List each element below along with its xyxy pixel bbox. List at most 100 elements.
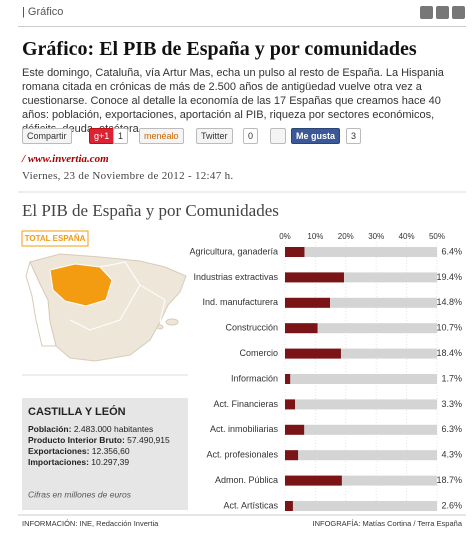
category-label: Industrias extractivas (193, 272, 278, 282)
value-label: 18.7% (436, 475, 462, 485)
region-box (22, 398, 188, 510)
x-tick-label: 20% (338, 232, 354, 241)
source-line: / www.invertia.com (22, 153, 109, 165)
article-title: Gráfico: El PIB de España y por comunida… (22, 38, 417, 60)
bar-track (285, 374, 437, 384)
value-label: 1.7% (441, 373, 462, 383)
print-icon[interactable] (452, 6, 465, 19)
value-label: 2.6% (441, 500, 462, 510)
value-label: 6.3% (441, 424, 462, 434)
value-label: 19.4% (436, 272, 462, 282)
value-label: 10.7% (436, 323, 462, 333)
x-tick-label: 10% (307, 232, 323, 241)
category-label: Act. Financieras (213, 399, 278, 409)
bar-track (285, 475, 437, 486)
map (22, 253, 188, 376)
category-label: Información (231, 373, 278, 383)
bar-track (285, 348, 437, 359)
map-region-selected (49, 263, 113, 307)
footer-credit: INFOGRAFÍA: Matías Cortina / Terra Españ… (313, 519, 463, 528)
section-header: | Gráfico (22, 6, 64, 18)
meneame-button[interactable]: menéalo (139, 128, 184, 144)
value-label: 6.4% (441, 246, 462, 256)
stat-label: Población: (28, 424, 72, 434)
value-label: 4.3% (441, 450, 462, 460)
like-label: Me gusta (296, 131, 336, 141)
font-size-icon[interactable] (420, 6, 433, 19)
map-islands (165, 318, 179, 326)
region-note: Cifras en millones de euros (28, 489, 132, 499)
bar-track (285, 399, 437, 410)
map-islands (156, 324, 164, 330)
stat-label: Exportaciones: (28, 446, 90, 456)
category-label: Act. Artísticas (223, 500, 278, 510)
bar-track (285, 450, 437, 461)
x-tick-label: 0% (279, 232, 291, 241)
total-button[interactable] (21, 230, 89, 247)
bar (285, 348, 341, 359)
comment-button[interactable] (270, 128, 286, 144)
category-label: Admon. Pública (215, 475, 278, 485)
gplus-label: g+1 (94, 131, 110, 141)
region-name: CASTILLA Y LEÓN (28, 405, 126, 418)
meneame-label: menéalo (144, 131, 179, 141)
bar-track (285, 501, 437, 511)
x-tick-label: 40% (399, 232, 415, 241)
font-size-icon[interactable] (436, 6, 449, 19)
share-label: Compartir (27, 131, 67, 141)
value-label: 14.8% (436, 297, 462, 307)
bar (285, 424, 305, 435)
stat-value: 12.356,60 (89, 446, 129, 456)
like-button[interactable]: Me gusta (291, 128, 341, 144)
bar-track (285, 323, 437, 334)
divider (18, 26, 466, 27)
article-date: Viernes, 23 de Noviembre de 2012 - 12:47… (22, 170, 234, 182)
bar (285, 475, 342, 486)
bar (285, 374, 291, 384)
article-body: Este domingo, Cataluña, vía Artur Mas, e… (22, 67, 444, 135)
value-label: 18.4% (436, 348, 462, 358)
region-stat: Importaciones: 10.297,39 (28, 457, 129, 467)
category-label: Agricultura, ganadería (189, 246, 278, 256)
category-label: Construcción (225, 323, 278, 333)
bar (285, 297, 330, 308)
section-label: Gráfico (27, 6, 64, 18)
bar (285, 247, 305, 257)
share-button[interactable]: Compartir (22, 128, 72, 144)
bar-track (285, 297, 437, 308)
bar-track (285, 272, 437, 283)
category-label: Act. inmobiliarias (210, 424, 279, 434)
bar (285, 450, 299, 461)
source-url: www.invertia.com (27, 153, 109, 165)
twitter-label: Twitter (201, 131, 228, 141)
stat-value: 57.490,915 (125, 435, 170, 445)
bar-track (285, 424, 437, 435)
region-stat: Exportaciones: 12.356,60 (28, 446, 130, 456)
category-label: Comercio (239, 348, 278, 358)
x-tick-label: 30% (368, 232, 384, 241)
bar (285, 501, 293, 511)
region-stat: Producto Interior Bruto: 57.490,915 (28, 435, 170, 445)
gplus-count: 1 (113, 128, 129, 144)
x-tick-label: 50% (429, 232, 445, 241)
map-border (139, 284, 166, 323)
bar (285, 323, 318, 334)
stat-label: Producto Interior Bruto: (28, 435, 125, 445)
bar-track (285, 247, 437, 257)
infographic-title: El PIB de España y por Comunidades (22, 201, 279, 220)
stat-value: 2.483.000 habitantes (71, 424, 153, 434)
stat-value: 10.297,39 (89, 457, 129, 467)
twitter-count: 0 (243, 128, 259, 144)
map-portugal (25, 260, 57, 347)
category-label: Act. profesionales (206, 450, 278, 460)
region-stat: Población: 2.483.000 habitantes (28, 424, 153, 434)
stat-label: Importaciones: (28, 457, 89, 467)
like-count: 3 (346, 128, 362, 144)
total-button-label: TOTAL ESPAÑA (25, 234, 86, 243)
bar (285, 399, 296, 410)
footer-source: INFORMACIÓN: INE, Redacción Invertia (22, 519, 159, 528)
twitter-button[interactable]: Twitter (196, 128, 233, 144)
bar (285, 272, 344, 283)
